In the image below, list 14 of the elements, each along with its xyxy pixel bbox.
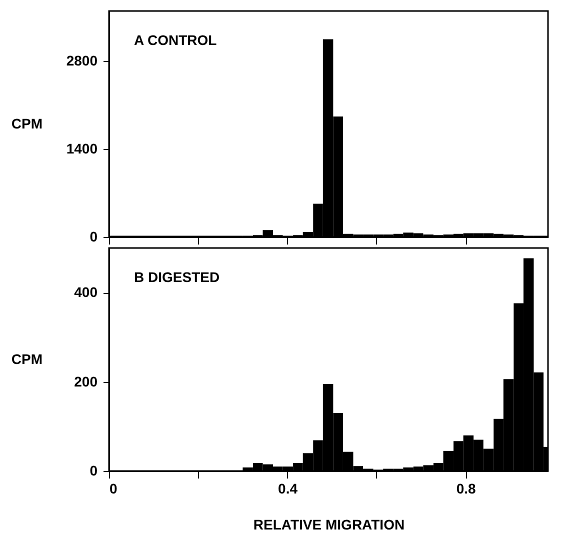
x-tick-label: 0.8 bbox=[456, 480, 476, 496]
annotation: B DIGESTED bbox=[134, 269, 220, 285]
y-tick-label: 200 bbox=[74, 373, 98, 390]
y-tick-label: 0 bbox=[90, 462, 98, 478]
x-axis-title: RELATIVE MIGRATION bbox=[253, 516, 405, 532]
x-tick-label: 0 bbox=[110, 480, 118, 496]
y-tick-label: 0 bbox=[90, 228, 98, 244]
y-tick-label: 400 bbox=[74, 284, 98, 300]
y-axis-title: CPM bbox=[11, 116, 42, 132]
x-tick-label: 0.4 bbox=[278, 480, 298, 496]
y-tick-label: 2800 bbox=[66, 52, 98, 69]
annotation: A CONTROL bbox=[134, 32, 218, 48]
y-axis-title: CPM bbox=[11, 351, 42, 367]
y-tick-label: 1400 bbox=[66, 140, 98, 157]
